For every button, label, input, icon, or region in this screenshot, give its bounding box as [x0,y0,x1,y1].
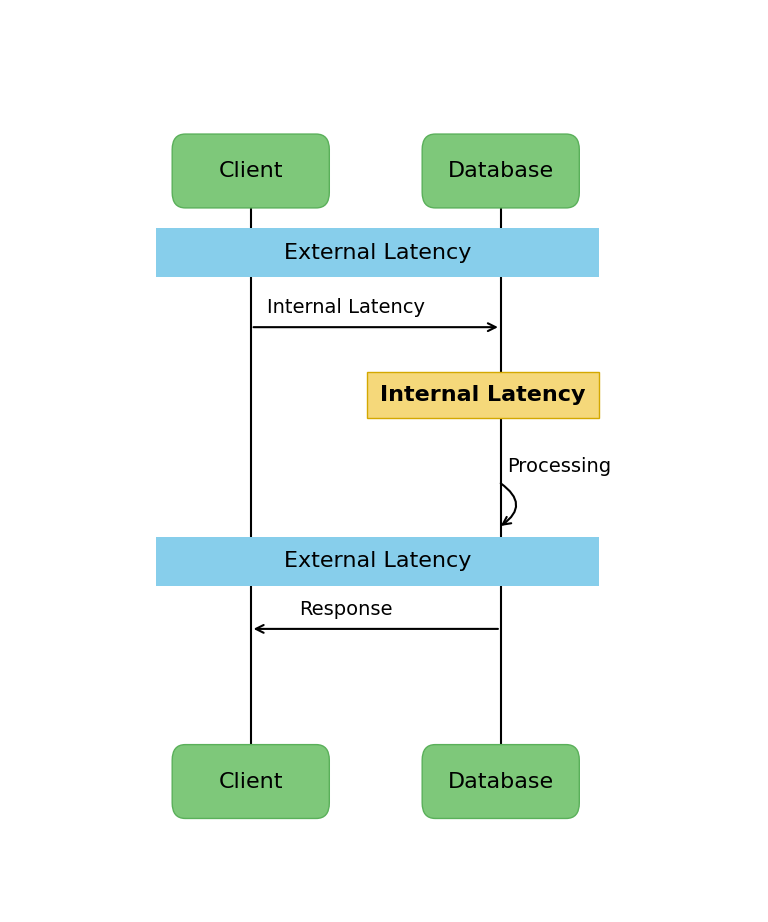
Text: External Latency: External Latency [283,242,471,263]
Text: Internal Latency: Internal Latency [380,384,586,405]
Bar [155,538,599,585]
Text: Processing: Processing [507,457,611,477]
Text: Database: Database [448,161,554,181]
Text: Internal Latency: Internal Latency [267,298,425,317]
Bar [155,229,599,277]
FancyBboxPatch shape [172,745,329,819]
Text: Client: Client [219,161,283,181]
Bar [367,372,599,418]
FancyBboxPatch shape [172,134,329,207]
Text: Response: Response [300,600,392,619]
Text: Client: Client [219,772,283,791]
Text: External Latency: External Latency [283,551,471,572]
FancyBboxPatch shape [422,745,579,819]
FancyBboxPatch shape [422,134,579,207]
Text: Database: Database [448,772,554,791]
